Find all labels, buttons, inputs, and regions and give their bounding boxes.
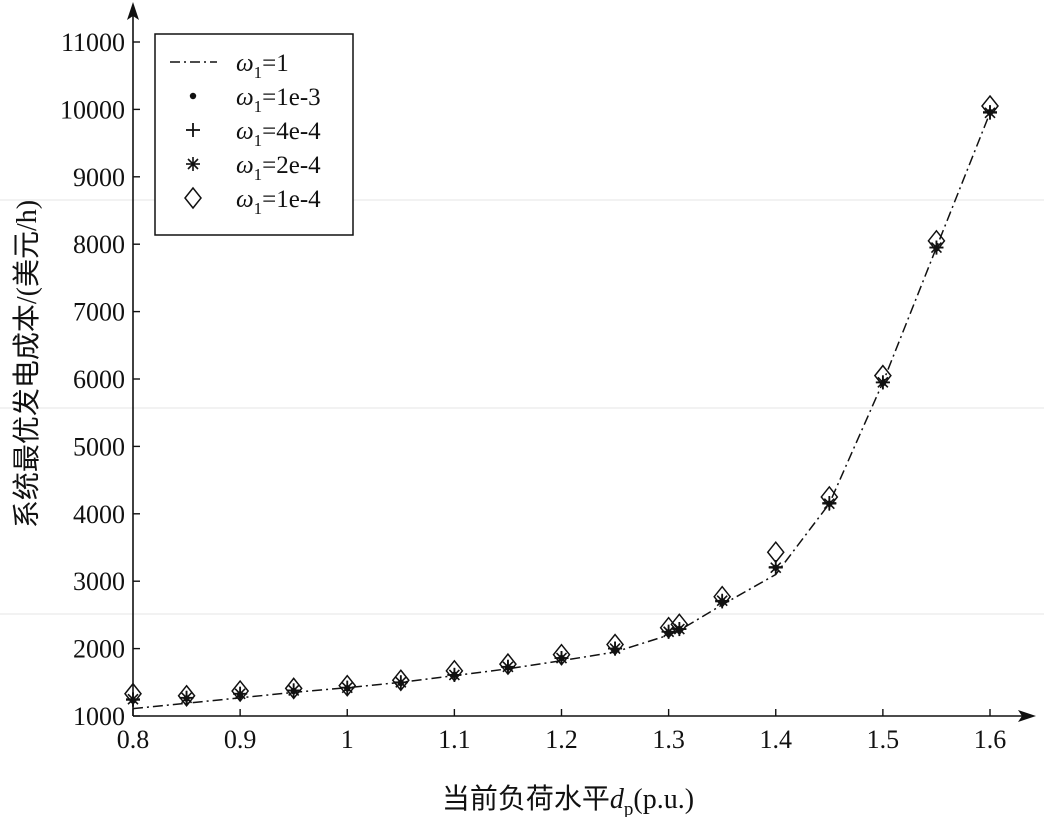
- data-point: [338, 674, 357, 697]
- y-tick-label: 8000: [73, 230, 125, 259]
- series-5: [124, 94, 999, 707]
- legend-subscript: 1: [254, 63, 263, 82]
- x-tick-label: 1.2: [545, 725, 578, 754]
- legend: ω1=1ω1=1e-3ω1=4e-4ω1=2e-4ω1=1e-4: [154, 33, 354, 236]
- legend-label: ω1=1: [236, 50, 289, 82]
- data-point: [284, 677, 303, 700]
- legend-label: ω1=2e-4: [236, 152, 321, 184]
- ticks: 0.8 0.9 1 1.1 1.2 1.3 1.4 1.5 1.6 1000 2000 3000 400…: [60, 28, 1006, 754]
- data-point: [498, 652, 517, 676]
- data-point: [929, 240, 944, 255]
- legend-subscript: 1: [254, 97, 263, 116]
- y-tick-label: 11000: [61, 28, 125, 57]
- legend-text: =4e-4: [262, 118, 321, 145]
- legend-symbol: ω: [236, 84, 254, 111]
- legend-subscript: 1: [254, 165, 263, 184]
- data-point: [177, 684, 196, 707]
- legend-entry: ω1=1e-4: [184, 186, 321, 218]
- legend-entry: ω1=1: [170, 50, 289, 82]
- x-tick-label: 0.8: [117, 725, 150, 754]
- x-tick-label: 1.6: [974, 725, 1007, 754]
- data-point: [927, 229, 946, 253]
- legend-entry: ω1=4e-4: [186, 118, 321, 150]
- x-axis-title-unit: (p.u.): [633, 784, 694, 815]
- legend-label: ω1=1e-3: [236, 84, 321, 116]
- legend-symbol: ω: [236, 50, 254, 77]
- data-point: [766, 541, 785, 564]
- y-tick-label: 5000: [73, 432, 125, 461]
- legend-entry: ω1=1e-3: [189, 84, 321, 116]
- legend-text: =1e-3: [262, 84, 321, 111]
- data-point: [445, 659, 464, 683]
- data-point: [713, 585, 732, 608]
- data-point: [552, 643, 571, 666]
- data-point: [875, 375, 890, 390]
- x-tick-label: 1: [341, 725, 354, 754]
- x-axis-arrow: [1018, 710, 1036, 722]
- legend-symbol: ω: [236, 118, 254, 145]
- y-tick-label: 6000: [73, 365, 125, 394]
- x-axis-title-var: d: [610, 784, 625, 815]
- y-tick-label: 10000: [60, 95, 125, 124]
- legend-marker: [189, 92, 197, 100]
- legend-marker: [184, 186, 202, 210]
- legend-text: =1e-4: [262, 186, 321, 213]
- y-tick-label: 7000: [73, 298, 125, 327]
- data-point: [822, 496, 837, 511]
- legend-label: ω1=1e-4: [236, 186, 321, 218]
- x-axis-title-sub: p: [624, 799, 634, 817]
- x-tick-label: 1.4: [760, 725, 793, 754]
- data-point: [873, 364, 892, 387]
- y-axis-arrow: [127, 2, 139, 20]
- legend-marker: [186, 123, 200, 137]
- x-tick-label: 0.9: [224, 725, 257, 754]
- legend-entry: ω1=2e-4: [186, 152, 321, 184]
- data-point: [659, 616, 678, 639]
- axes: [0, 2, 1044, 722]
- legend-subscript: 1: [254, 131, 263, 150]
- data-point: [820, 485, 839, 509]
- legend-subscript: 1: [254, 199, 263, 218]
- y-axis-title: 系统最优发电成本/(美元/h): [11, 200, 43, 528]
- x-tick-label: 1.1: [438, 725, 471, 754]
- data-point: [981, 94, 999, 118]
- plot-area: [124, 94, 999, 710]
- data-point: [670, 613, 689, 636]
- data-point: [606, 633, 625, 656]
- data-point: [391, 669, 410, 692]
- y-tick-label: 1000: [73, 702, 125, 731]
- y-tick-label: 2000: [73, 635, 125, 664]
- x-tick-label: 1.5: [867, 725, 900, 754]
- data-point: [983, 105, 997, 120]
- y-tick-label: 9000: [73, 163, 125, 192]
- y-tick-label: 4000: [73, 500, 125, 529]
- data-point: [124, 682, 142, 705]
- legend-symbol: ω: [236, 186, 254, 213]
- y-tick-label: 3000: [73, 567, 125, 596]
- legend-marker: [186, 157, 200, 171]
- legend-label: ω1=4e-4: [236, 118, 321, 150]
- x-tick-label: 1.3: [652, 725, 685, 754]
- legend-text: =1: [262, 50, 289, 77]
- x-axis-title-text: 当前负荷水平: [442, 783, 610, 815]
- series-1: [132, 112, 991, 710]
- legend-symbol: ω: [236, 152, 254, 179]
- data-point: [231, 679, 250, 703]
- series-line: [132, 112, 991, 710]
- x-axis-title: 当前负荷水平dp(p.u.): [442, 783, 694, 817]
- legend-text: =2e-4: [262, 152, 321, 179]
